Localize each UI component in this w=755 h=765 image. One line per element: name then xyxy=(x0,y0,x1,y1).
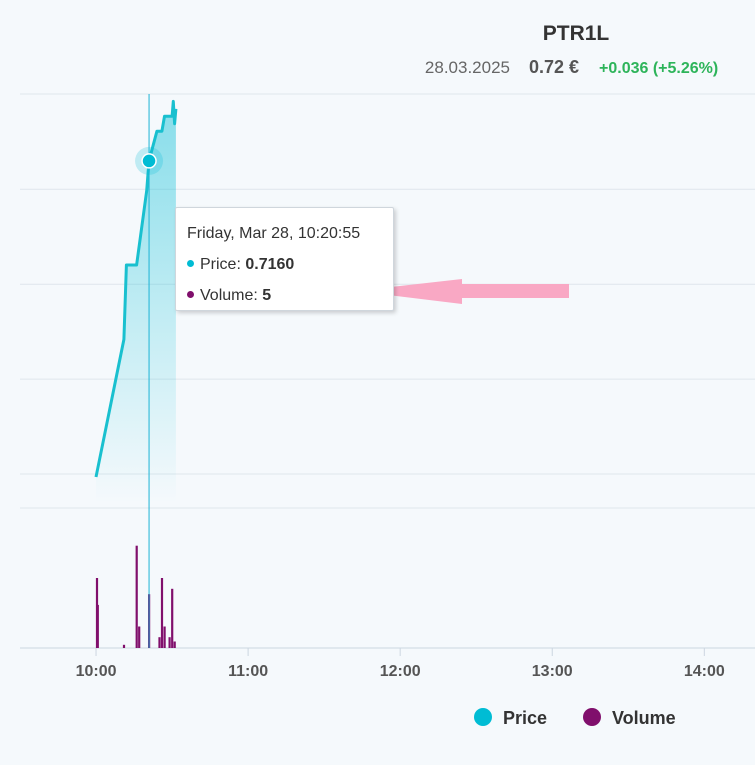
price-line[interactable] xyxy=(94,99,178,478)
volume-bar-8[interactable] xyxy=(163,626,166,649)
price-area-fill xyxy=(96,101,176,504)
x-tick-label-4: 14:00 xyxy=(684,663,725,680)
legend: Price Volume xyxy=(474,708,676,728)
volume-bar-9[interactable] xyxy=(168,637,171,648)
tooltip-price-marker xyxy=(187,260,194,268)
quote-change: +0.036 (+5.26%) xyxy=(599,60,718,77)
volume-bar-11[interactable] xyxy=(173,641,176,649)
volume-bar-10[interactable] xyxy=(171,588,174,648)
chart-title: PTR1L xyxy=(543,22,610,45)
quote-date: 28.03.2025 xyxy=(425,58,510,77)
tooltip-volume-marker xyxy=(187,291,194,299)
tooltip-price-row: Price: 0.7160 xyxy=(187,254,393,285)
quote-price: 0.72 € xyxy=(529,57,579,77)
tooltip-volume-label: Volume: xyxy=(200,287,263,304)
legend-volume-label: Volume xyxy=(612,708,676,728)
volume-bars xyxy=(95,545,176,649)
volume-bar-2[interactable] xyxy=(122,644,126,648)
tooltip-price-value: 0.7160 xyxy=(245,256,295,273)
legend-price-label: Price xyxy=(503,708,547,728)
tooltip-date: Friday, Mar 28, 10:20:55 xyxy=(187,225,361,242)
legend-volume-marker xyxy=(583,708,601,726)
annotation-arrow xyxy=(355,279,569,304)
volume-bar-1[interactable] xyxy=(96,604,99,648)
x-axis-ticks: 10:00 11:00 12:00 13:00 14:00 xyxy=(76,648,725,680)
tooltip: Friday, Mar 28, 10:20:55 Price: 0.7160 V… xyxy=(175,207,394,311)
x-tick-label-3: 13:00 xyxy=(532,663,573,680)
x-tick-label-2: 12:00 xyxy=(380,663,421,680)
legend-item-price[interactable]: Price xyxy=(474,708,547,728)
x-tick-label-0: 10:00 xyxy=(76,663,117,680)
volume-bar-3[interactable] xyxy=(135,545,138,648)
tooltip-price-label: Price: xyxy=(200,256,246,273)
tooltip-volume-value: 5 xyxy=(262,287,272,304)
hover-point[interactable] xyxy=(141,153,157,169)
volume-bar-7[interactable] xyxy=(160,578,164,648)
legend-item-volume[interactable]: Volume xyxy=(583,708,676,728)
legend-price-marker xyxy=(474,708,492,726)
volume-bar-4[interactable] xyxy=(138,626,141,649)
x-tick-label-1: 11:00 xyxy=(228,663,268,680)
tooltip-volume-row: Volume: 5 xyxy=(187,285,393,316)
volume-bar-6[interactable] xyxy=(158,637,161,648)
